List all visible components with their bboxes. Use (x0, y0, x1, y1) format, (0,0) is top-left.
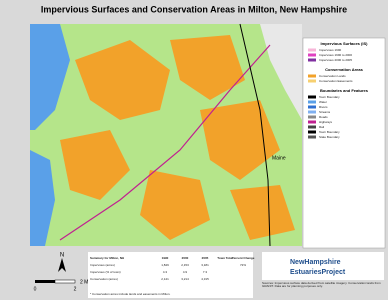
table-cell: 2,153 (181, 263, 189, 267)
legend-swatch (308, 48, 316, 52)
table-cell: 1990 (162, 256, 169, 260)
legend-heading: Impervious Surfaces (IS) (321, 41, 369, 46)
legend-swatch (308, 135, 316, 139)
legend-heading: Conservation Areas (325, 67, 363, 72)
table-cell: Percent Change (232, 256, 255, 260)
scale-label: 2 (74, 286, 77, 292)
scale-bar: N 0 2 2 Miles (34, 253, 97, 293)
table-cell: 4.3 (163, 270, 168, 274)
legend-swatch (308, 79, 316, 83)
legend-item: Conservation Lands (319, 74, 346, 78)
legend-swatch (308, 125, 316, 129)
table-cell: 3,214 (181, 277, 189, 281)
legend-item: Impervious 2000 to 2005 (319, 58, 352, 62)
table-cell: 1,849 (161, 263, 169, 267)
state-label: Maine (272, 155, 286, 161)
legend-item: Rail (319, 125, 325, 129)
table-cell: Summary for Milton, NH (90, 256, 124, 260)
table-cell: Town Total (217, 256, 233, 260)
table-cell: 2,141 (161, 277, 169, 281)
legend-item: State Boundary (319, 135, 340, 139)
table-cell: 72% (240, 263, 246, 267)
legend-item: Conservation Easements (319, 79, 353, 83)
title: Impervious Surfaces and Conservation Are… (41, 4, 347, 14)
legend-swatch (308, 74, 316, 78)
legend-swatch (308, 130, 316, 134)
logo-text: NewHampshire (290, 259, 341, 266)
summary-table (88, 252, 253, 298)
legend-swatch (308, 53, 316, 57)
table-cell: 7.3 (203, 270, 208, 274)
logo-box (262, 252, 384, 280)
legend-item: Rivers (319, 105, 328, 109)
table-note: * Conservation acres include lands and e… (90, 292, 171, 296)
legend-item: Roads (319, 115, 328, 119)
table-cell: Impervious (acres) (90, 263, 115, 267)
legend-item: Impervious 1990 (319, 48, 342, 52)
legend-swatch (308, 110, 316, 114)
legend-swatch (308, 100, 316, 104)
table-cell: 2000 (182, 256, 189, 260)
notes: Sources: Impervious surface data derived… (262, 282, 381, 289)
legend-item: Streams (319, 110, 331, 114)
legend-item: Impervious 1990 to 2000 (319, 53, 352, 57)
legend-item: Town Boundary (319, 95, 340, 99)
table-cell: Conservation (acres) (90, 277, 118, 281)
legend-swatch (308, 120, 316, 124)
legend-swatch (308, 115, 316, 119)
legend-panel (302, 37, 386, 249)
legend-item: Water (319, 100, 327, 104)
legend-item: Highways (319, 120, 333, 124)
table-cells: Summary for Milton, NH 1990 2000 2005 Town T… (90, 256, 255, 296)
legend-heading: Boundaries and Features (320, 88, 369, 93)
north-arrow: N (60, 253, 64, 259)
table-cell: 3,181 (201, 263, 209, 267)
table-cell: 4,315 (201, 277, 209, 281)
logo-text: EstuariesProject (290, 269, 346, 276)
legend-swatch (308, 58, 316, 62)
legend-swatch (308, 105, 316, 109)
table-cell: 4.9 (183, 270, 188, 274)
table-cell: Impervious (% of town) (90, 270, 121, 274)
legend-swatch (308, 95, 316, 99)
scale-label: 0 (34, 286, 37, 292)
legend: Impervious Surfaces (IS)Impervious 1990I… (308, 41, 369, 139)
table-cell: 2005 (202, 256, 209, 260)
map: Maine (30, 23, 302, 247)
legend-item: Town Boundary (319, 130, 340, 134)
